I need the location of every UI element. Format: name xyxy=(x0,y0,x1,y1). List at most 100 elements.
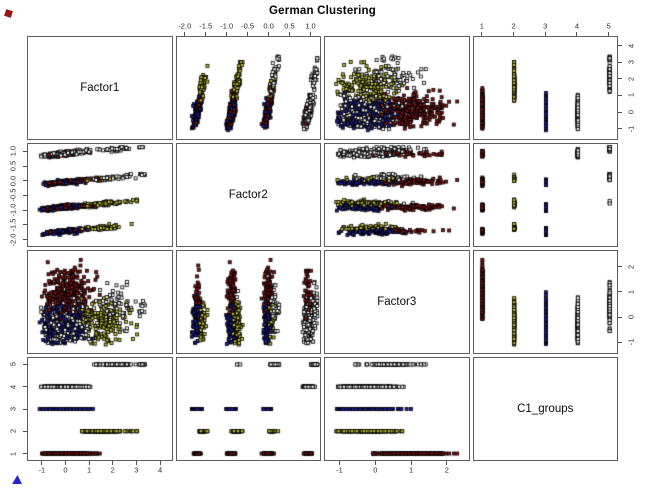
tick-label: 0 xyxy=(63,465,68,475)
diagonal-cell-factor1: Factor1 xyxy=(27,36,173,140)
diagonal-cell-c1_groups: C1_groups xyxy=(472,357,618,461)
tick-label: 2 xyxy=(511,21,516,31)
scatter-canvas xyxy=(473,251,618,353)
tick-mark xyxy=(112,461,114,465)
scatter-canvas xyxy=(325,37,469,139)
tick-mark xyxy=(23,453,27,455)
corner-artifact-bottom-left xyxy=(12,475,22,484)
tick-label: 3 xyxy=(543,21,548,31)
tick-mark xyxy=(23,386,27,388)
tick-mark xyxy=(23,180,27,182)
tick-mark xyxy=(226,32,228,36)
tick-mark xyxy=(23,408,27,410)
diagonal-label: Factor2 xyxy=(228,189,268,201)
tick-label: 5 xyxy=(606,21,611,31)
tick-mark xyxy=(410,461,412,465)
scatter-canvas xyxy=(176,251,321,353)
scatter-canvas xyxy=(28,144,172,246)
tick-label: 1.0 xyxy=(305,21,316,31)
tick-label: -0.5 xyxy=(241,21,255,31)
scatter-canvas xyxy=(325,144,469,246)
diagonal-cell-factor2: Factor2 xyxy=(175,143,321,247)
tick-mark xyxy=(618,341,622,343)
tick-mark xyxy=(23,165,27,167)
tick-mark xyxy=(618,316,622,318)
tick-label: 0 xyxy=(626,314,636,320)
tick-label: -1 xyxy=(336,465,343,475)
scatter-cell-r4c3 xyxy=(324,357,470,461)
tick-label: 0.5 xyxy=(8,160,18,172)
tick-label: 1 xyxy=(626,93,636,98)
tick-mark xyxy=(446,461,448,465)
tick-mark xyxy=(618,291,622,293)
tick-label: -1.0 xyxy=(220,21,234,31)
tick-label: 3 xyxy=(8,406,18,412)
scatter-cell-r3c4 xyxy=(472,250,618,354)
tick-label: -1.5 xyxy=(199,21,213,31)
scatter-cell-r2c3 xyxy=(324,143,470,247)
tick-mark xyxy=(23,150,27,152)
tick-label: 0 xyxy=(373,465,378,475)
tick-label: 1.0 xyxy=(8,146,18,157)
tick-mark xyxy=(247,32,249,36)
scatter-cell-r1c4 xyxy=(472,36,618,140)
corner-artifact-top-left xyxy=(4,9,13,18)
tick-mark xyxy=(88,461,90,465)
tick-label: 0 xyxy=(626,109,636,115)
tick-mark xyxy=(268,32,270,36)
diagonal-label: Factor3 xyxy=(377,296,417,308)
tick-mark xyxy=(23,430,27,432)
scatter-cell-r1c2 xyxy=(175,36,321,140)
tick-label: 1 xyxy=(626,289,636,295)
scatter-canvas xyxy=(325,358,469,460)
tick-label: -0.5 xyxy=(8,188,18,202)
tick-label: 2 xyxy=(110,465,115,475)
tick-mark xyxy=(618,78,622,80)
tick-label: 4 xyxy=(574,21,580,31)
tick-label: -1 xyxy=(626,338,636,346)
tick-mark xyxy=(64,461,66,465)
scatter-cell-r3c2 xyxy=(175,250,321,354)
scatter-canvas xyxy=(176,358,321,460)
tick-label: 0.0 xyxy=(263,21,274,31)
tick-mark xyxy=(544,32,546,36)
chart-title: German Clustering xyxy=(269,5,376,17)
tick-mark xyxy=(618,45,622,47)
tick-mark xyxy=(135,461,137,465)
tick-mark xyxy=(374,461,376,465)
diagonal-cell-factor3: Factor3 xyxy=(324,250,470,354)
tick-mark xyxy=(608,32,610,36)
tick-mark xyxy=(23,209,27,211)
tick-mark xyxy=(618,94,622,96)
scatter-cell-r4c2 xyxy=(175,357,321,461)
tick-label: 0.0 xyxy=(8,175,18,186)
tick-mark xyxy=(513,32,515,36)
scatter-canvas xyxy=(28,358,172,460)
tick-label: 4 xyxy=(626,43,636,48)
tick-label: -1 xyxy=(626,125,636,133)
scatter-canvas xyxy=(473,144,618,246)
tick-mark xyxy=(618,61,622,63)
tick-mark xyxy=(576,32,578,36)
tick-label: 4 xyxy=(8,384,18,389)
tick-mark xyxy=(41,461,43,465)
tick-label: 3 xyxy=(134,465,139,475)
tick-mark xyxy=(309,32,311,36)
tick-mark xyxy=(23,224,27,226)
tick-mark xyxy=(159,461,161,465)
tick-label: -1.5 xyxy=(8,218,18,232)
tick-label: -1 xyxy=(38,465,46,475)
scatter-canvas xyxy=(28,251,172,353)
tick-label: 4 xyxy=(157,465,163,475)
tick-label: 2 xyxy=(444,465,449,475)
scatter-cell-r1c3 xyxy=(324,36,470,140)
tick-label: 1 xyxy=(408,465,414,475)
tick-label: -1.0 xyxy=(8,203,18,217)
scatter-cell-r4c1 xyxy=(27,357,173,461)
tick-mark xyxy=(618,111,622,113)
tick-mark xyxy=(23,363,27,365)
tick-mark xyxy=(618,266,622,268)
tick-label: -2.0 xyxy=(8,233,18,247)
tick-label: -2.0 xyxy=(178,21,192,31)
